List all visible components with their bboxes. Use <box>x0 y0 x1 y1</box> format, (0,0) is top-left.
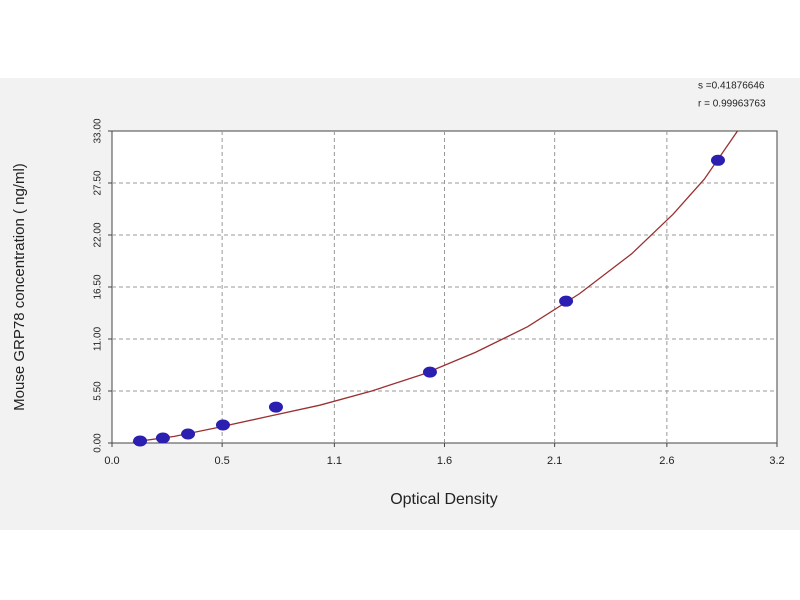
data-point <box>155 432 170 444</box>
annotation: r = 0.99963763 <box>698 99 766 110</box>
y-tick-label: 22.00 <box>93 222 104 247</box>
annotation: s =0.41876646 <box>698 81 765 92</box>
data-point <box>133 435 148 447</box>
x-tick-label: 3.2 <box>769 455 784 467</box>
x-tick-label: 2.6 <box>659 455 674 467</box>
data-point <box>559 295 574 307</box>
data-point <box>181 428 196 440</box>
x-axis-label: Optical Density <box>390 491 498 508</box>
y-axis-label: Mouse GRP78 concentration ( ng/ml) <box>11 163 28 411</box>
x-tick-label: 0.5 <box>214 455 229 467</box>
y-tick-label: 11.00 <box>93 326 104 351</box>
y-tick-label: 0.00 <box>93 433 104 453</box>
y-tick-label: 16.50 <box>93 274 104 299</box>
data-point <box>268 401 283 413</box>
x-tick-label: 2.1 <box>547 455 562 467</box>
data-point <box>215 419 230 431</box>
y-tick-label: 5.50 <box>93 381 104 401</box>
x-tick-label: 1.1 <box>327 455 342 467</box>
x-tick-label: 0.0 <box>104 455 119 467</box>
data-point <box>710 154 725 166</box>
y-tick-label: 33.00 <box>93 118 104 143</box>
x-tick-label: 1.6 <box>437 455 452 467</box>
data-point <box>422 366 437 378</box>
y-tick-label: 27.50 <box>93 170 104 195</box>
